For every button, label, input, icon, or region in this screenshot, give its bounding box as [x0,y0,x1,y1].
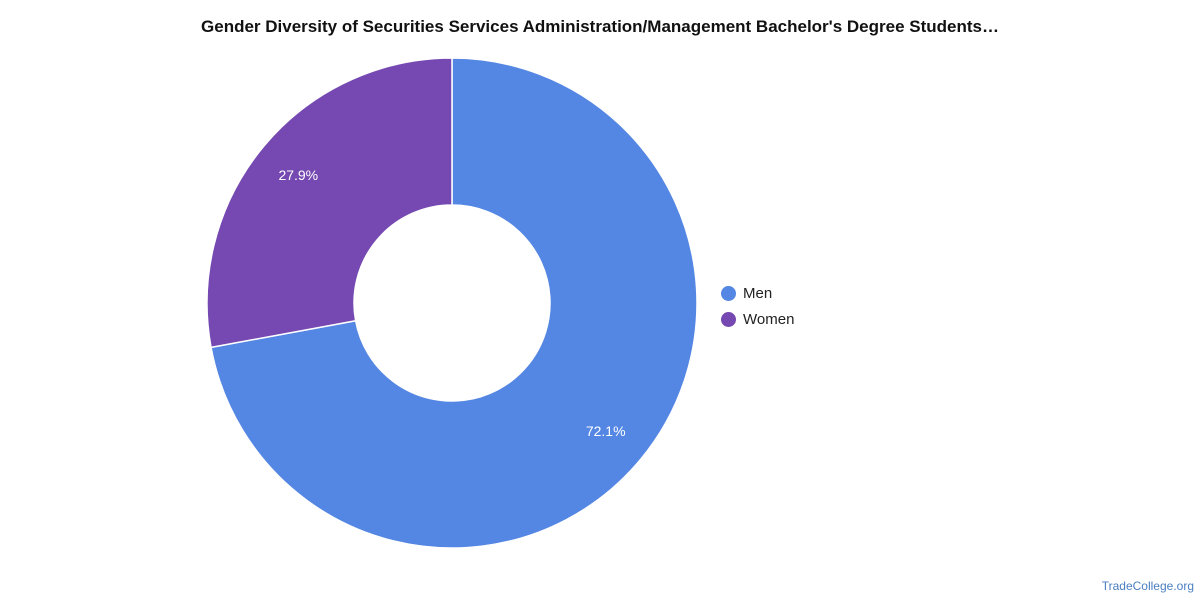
slice-label-men: 72.1% [586,423,626,439]
watermark[interactable]: TradeCollege.org [1101,579,1194,593]
chart-title: Gender Diversity of Securities Services … [201,17,999,36]
chart-legend: Men Women [721,280,794,332]
legend-label-women: Women [743,310,795,328]
legend-item-women[interactable]: Women [721,306,794,332]
donut-slice-men[interactable] [210,57,698,549]
legend-item-men[interactable]: Men [721,280,794,306]
slice-label-women: 27.9% [278,167,318,183]
legend-swatch-men [721,285,736,301]
donut-slice-women[interactable] [206,57,453,349]
legend-swatch-women [721,311,736,327]
legend-label-men: Men [743,284,773,302]
